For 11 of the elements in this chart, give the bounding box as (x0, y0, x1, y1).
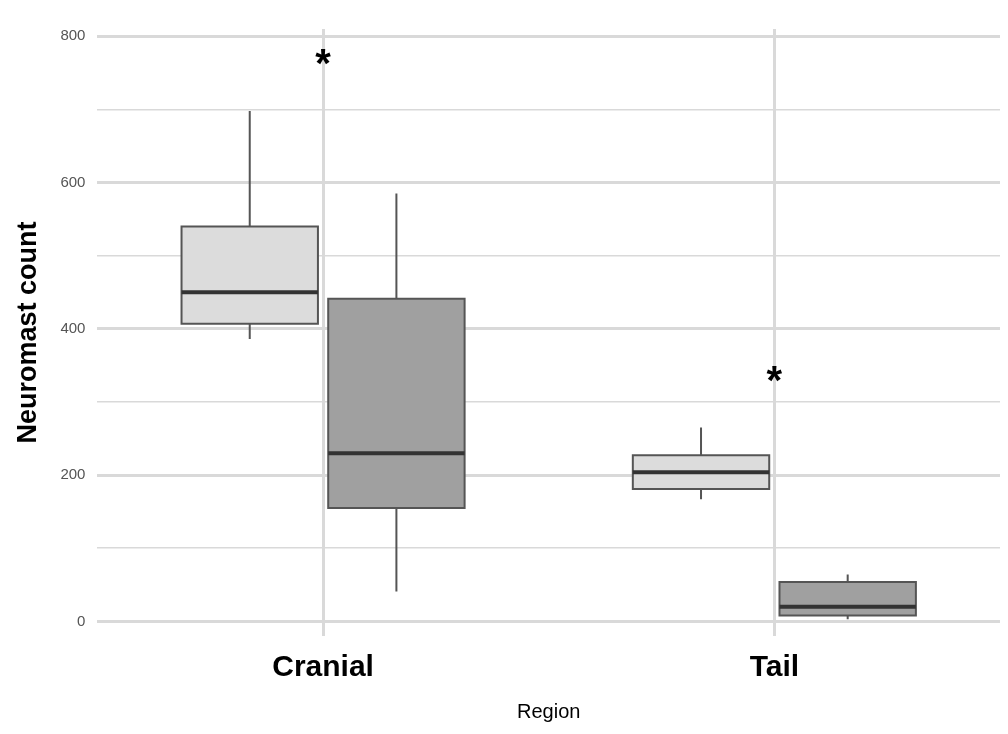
x-tick-label: Tail (749, 649, 800, 683)
annotation: * (766, 357, 783, 402)
y-tick-label: 400 (60, 318, 86, 336)
y-tick-label: 200 (60, 465, 86, 483)
annotation: * (315, 40, 332, 85)
y-tick-label: 0 (77, 611, 86, 629)
x-tick-label: Cranial (272, 649, 374, 683)
x-axis-title: Region (517, 699, 581, 722)
y-axis-title: Neuromast count (11, 221, 42, 444)
y-tick-label: 800 (60, 26, 86, 44)
y-tick-label: 600 (60, 172, 86, 190)
